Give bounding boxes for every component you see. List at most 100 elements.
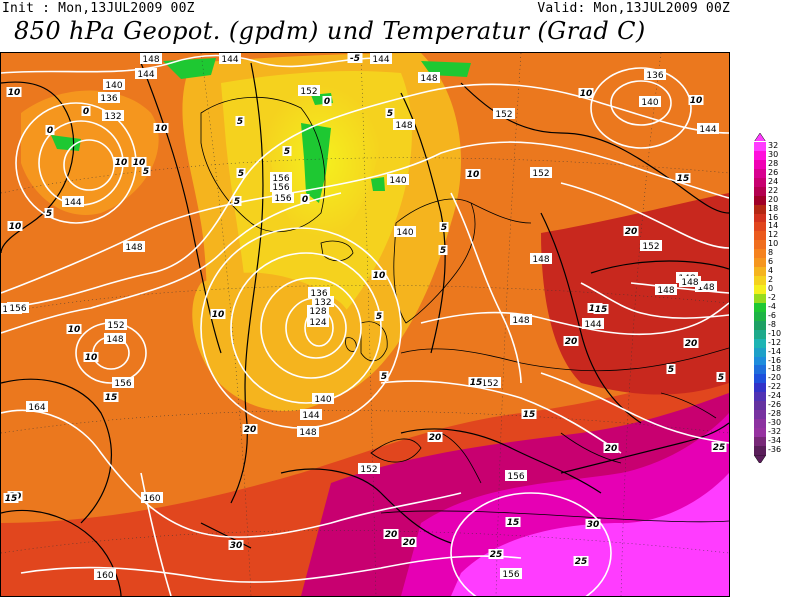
geopotential-label-bg <box>530 253 552 264</box>
legend-row: -10 <box>754 329 790 339</box>
legend-row: -16 <box>754 356 790 366</box>
legend-row: -20 <box>754 373 790 384</box>
legend-row: 8 <box>754 248 790 259</box>
geopotential-label: 136 <box>646 71 663 81</box>
temperature-label: 30 <box>587 520 600 530</box>
geopotential-label-bg <box>135 68 157 79</box>
geopotential-label: 148 <box>395 121 412 131</box>
legend-row: -30 <box>754 418 790 428</box>
italy-coast <box>440 432 482 484</box>
temperature-label-bg <box>716 372 726 382</box>
geopotential-label: 164 <box>28 403 45 413</box>
geopotential-label: 152 <box>107 321 124 331</box>
legend-swatch <box>754 338 766 348</box>
geopotential-label-bg <box>500 568 522 579</box>
temperature-label-bg <box>371 270 387 280</box>
temperature-label: 15 <box>470 378 483 388</box>
geopotential-label: 148 <box>125 243 142 253</box>
geopotential-label-bg <box>695 281 717 292</box>
geopotential-label: 136 <box>310 289 327 299</box>
geopotential-label-bg <box>26 401 48 412</box>
geopotential-label: 156 <box>272 174 289 184</box>
geopotential-label: 148 <box>697 283 714 293</box>
legend-label: 24 <box>768 176 779 186</box>
cool-zone-west <box>21 90 159 215</box>
legend-label: 10 <box>768 239 779 249</box>
temperature-label-bg <box>3 493 19 503</box>
legend-row: 14 <box>754 221 790 232</box>
temperature-label-bg <box>427 432 443 442</box>
temperature-label-bg <box>521 409 537 419</box>
legend-swatch <box>754 195 766 205</box>
geopotential-label: 156 <box>502 570 519 580</box>
temperature-label-bg <box>141 166 151 176</box>
legend-swatch <box>754 204 766 214</box>
temperature-label: 5 <box>718 373 724 383</box>
legend-row: -28 <box>754 409 790 420</box>
geopotential-label: 144 <box>302 411 319 421</box>
legend-row: -32 <box>754 427 790 437</box>
temperature-label-bg <box>379 371 389 381</box>
geopotential-label: 124 <box>309 318 326 328</box>
temperature-label: 15 <box>677 174 690 184</box>
temperature-label: 0 <box>302 195 308 205</box>
geopotential-label-bg <box>493 108 515 119</box>
temperature-label-bg <box>688 95 704 105</box>
temperature-label: -5 <box>350 54 360 64</box>
temperature-label-bg <box>113 157 129 167</box>
legend-label: -2 <box>768 292 776 302</box>
legend-label: -4 <box>768 301 776 311</box>
init-time: Init : Mon,13JUL2009 00Z <box>2 1 195 16</box>
legend-bottom-arrow <box>754 455 766 464</box>
temperature-label-bg <box>83 352 99 362</box>
legend-row: -14 <box>754 347 790 357</box>
temperature-label-bg <box>45 125 55 135</box>
temperature-label-bg <box>103 392 119 402</box>
geopotential-label-bg <box>655 284 677 295</box>
temperature-label: 5 <box>46 209 52 219</box>
header: Init : Mon,13JUL2009 00Z Valid: Mon,13JU… <box>0 0 790 52</box>
geopotential-label-bg <box>219 53 241 64</box>
legend-row: -6 <box>754 311 790 321</box>
geopotential-label: 152 <box>495 110 512 120</box>
temperature-label: 5 <box>441 223 447 233</box>
geopotential-label-bg <box>308 287 330 298</box>
legend-swatch <box>754 311 766 321</box>
legend-label: -22 <box>768 382 782 392</box>
legend-row: -26 <box>754 400 790 411</box>
legend-label: 14 <box>768 221 779 231</box>
temperature-label: 5 <box>376 312 382 322</box>
legend-row: 30 <box>754 150 790 160</box>
legend-label: 28 <box>768 158 779 168</box>
geopotential-label-bg <box>697 123 719 134</box>
geopotential-label-bg <box>679 276 701 287</box>
legend-label: 8 <box>768 248 774 258</box>
valid-time: Valid: Mon,13JUL2009 00Z <box>537 1 730 16</box>
geopotential-label: 156 <box>114 379 131 389</box>
temperature-label: 5 <box>238 169 244 179</box>
legend-row: -36 <box>754 445 790 455</box>
temperature-label-bg <box>465 169 481 179</box>
geopotential-label: 156 <box>9 304 26 314</box>
legend-row: -34 <box>754 436 790 446</box>
geopotential-label-bg <box>140 53 162 64</box>
geopotential-label-bg <box>270 181 292 192</box>
geopotential-label-bg <box>418 72 440 83</box>
legend-swatch <box>754 436 766 446</box>
temperature-label: 5 <box>387 109 393 119</box>
temperature-label: 5 <box>381 372 387 382</box>
legend-label: -24 <box>768 391 782 401</box>
temperature-label-bg <box>563 336 579 346</box>
geopotential-label-bg <box>639 96 661 107</box>
legend-row: -4 <box>754 301 790 312</box>
geopotential-label-bg <box>312 393 334 404</box>
geopotential-label: 152 <box>642 242 659 252</box>
temperature-label-bg <box>153 123 169 133</box>
legend-swatch <box>754 329 766 339</box>
legend-swatch <box>754 276 766 285</box>
geopotential-label-bg <box>300 409 322 420</box>
temperature-label: 20 <box>685 339 698 349</box>
geopotential-label-bg <box>141 492 163 503</box>
finland-coast <box>470 202 532 224</box>
europe-coast <box>400 347 729 372</box>
